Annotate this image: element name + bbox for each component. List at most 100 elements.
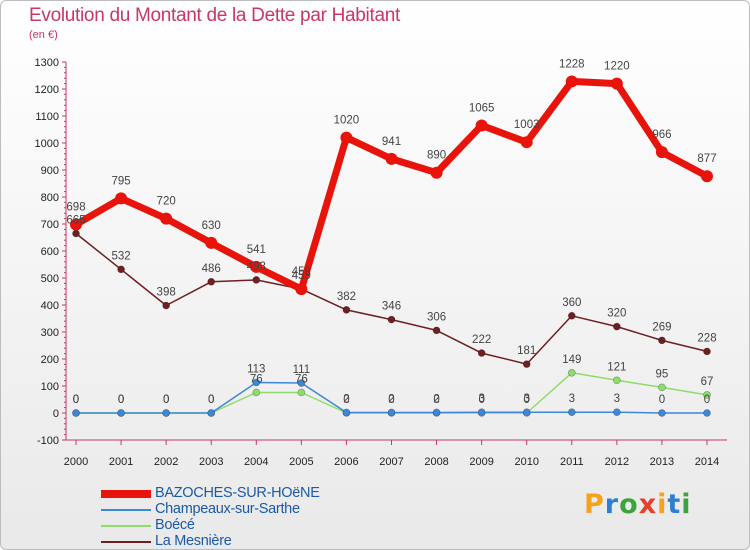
data-point <box>162 301 170 310</box>
y-tick-label: 900 <box>41 165 59 177</box>
data-point <box>72 229 80 238</box>
legend-label: BAZOCHES-SUR-HOëNE <box>155 485 320 501</box>
data-label: 3 <box>614 393 620 405</box>
data-label: 113 <box>247 363 265 375</box>
data-point <box>115 192 128 205</box>
data-label: 269 <box>652 321 671 333</box>
data-point <box>567 368 576 377</box>
data-point <box>160 212 173 225</box>
data-label: 665 <box>66 214 85 226</box>
data-label: 76 <box>295 373 308 385</box>
y-tick-label: 700 <box>41 219 59 231</box>
data-point <box>342 306 351 314</box>
x-tick-label: 2010 <box>514 456 538 468</box>
data-label: 698 <box>66 202 85 214</box>
data-point <box>567 311 576 320</box>
data-point <box>658 336 666 345</box>
data-label: 1065 <box>469 102 495 114</box>
logo-letter: o <box>619 489 639 520</box>
data-label: 720 <box>157 196 176 208</box>
data-point <box>520 136 533 149</box>
data-label: 1003 <box>514 119 540 131</box>
x-tick-label: 2011 <box>560 456 584 468</box>
data-point <box>72 409 80 417</box>
data-label: 0 <box>208 394 214 406</box>
data-label: 346 <box>382 301 401 313</box>
data-label: 795 <box>111 175 130 187</box>
x-tick-label: 2012 <box>605 456 629 468</box>
x-tick-label: 2008 <box>424 456 448 468</box>
x-tick-label: 2005 <box>289 456 313 468</box>
legend-swatch <box>101 541 151 543</box>
x-tick-label: 2002 <box>154 456 178 468</box>
x-tick-label: 2009 <box>469 456 493 468</box>
legend-label: La Mesnière <box>155 533 232 549</box>
data-point <box>297 379 306 387</box>
logo-letter: t <box>667 489 682 520</box>
y-tick-label: 0 <box>53 408 59 420</box>
chart-title: Evolution du Montant de la Dette par Hab… <box>29 5 400 26</box>
logo-letter: P <box>584 489 605 520</box>
logo-letter: i <box>657 489 668 520</box>
data-label: 877 <box>697 153 716 165</box>
proxiti-logo: Proxiti <box>584 489 692 520</box>
data-point <box>655 146 668 159</box>
data-label: 382 <box>337 291 356 303</box>
x-tick-label: 2000 <box>64 456 88 468</box>
data-point <box>703 347 711 356</box>
data-label: 459 <box>292 266 311 278</box>
data-point <box>387 315 396 324</box>
data-label: 149 <box>562 354 581 366</box>
data-label: 890 <box>427 150 446 162</box>
data-point <box>252 378 261 387</box>
data-point <box>477 408 486 416</box>
y-tick-label: 1000 <box>35 138 59 150</box>
data-point <box>703 391 711 399</box>
y-tick-label: -100 <box>37 435 59 447</box>
data-label: 0 <box>388 394 394 406</box>
series-3 <box>72 229 711 368</box>
series-line <box>75 232 708 365</box>
legend-swatch <box>101 525 151 527</box>
data-label: 398 <box>157 287 176 299</box>
data-point <box>205 236 218 249</box>
data-point <box>477 349 486 357</box>
data-point <box>658 409 666 417</box>
data-label: 1228 <box>559 58 585 70</box>
data-point <box>432 326 441 335</box>
data-label: 121 <box>607 361 626 373</box>
y-tick-label: 800 <box>41 192 59 204</box>
data-point <box>385 152 398 165</box>
data-point <box>387 408 396 417</box>
data-label: 111 <box>293 364 310 376</box>
x-tick-label: 2007 <box>379 456 403 468</box>
data-label: 2 <box>343 393 349 405</box>
data-label: 941 <box>382 136 401 148</box>
data-point <box>565 75 578 88</box>
data-point <box>703 409 711 417</box>
data-label: 3 <box>524 393 530 405</box>
x-tick-label: 2014 <box>695 456 719 468</box>
data-label: 541 <box>247 244 266 256</box>
x-tick-label: 2003 <box>199 456 223 468</box>
data-point <box>252 388 261 397</box>
x-tick-label: 2013 <box>650 456 674 468</box>
data-point <box>522 360 531 368</box>
data-label: 0 <box>659 394 665 406</box>
data-label: 222 <box>472 334 491 346</box>
data-point <box>117 409 125 417</box>
data-point <box>297 388 306 397</box>
data-label: 459 <box>292 270 311 282</box>
data-point <box>613 408 621 416</box>
x-tick-label: 2001 <box>109 456 133 468</box>
data-point <box>613 376 621 385</box>
data-point <box>207 409 216 417</box>
data-label: 3 <box>569 393 575 405</box>
y-tick-label: 1100 <box>35 111 59 123</box>
data-label: 0 <box>73 394 79 406</box>
data-point <box>567 408 576 416</box>
y-tick-label: 300 <box>41 327 59 339</box>
data-label: 360 <box>562 297 581 309</box>
